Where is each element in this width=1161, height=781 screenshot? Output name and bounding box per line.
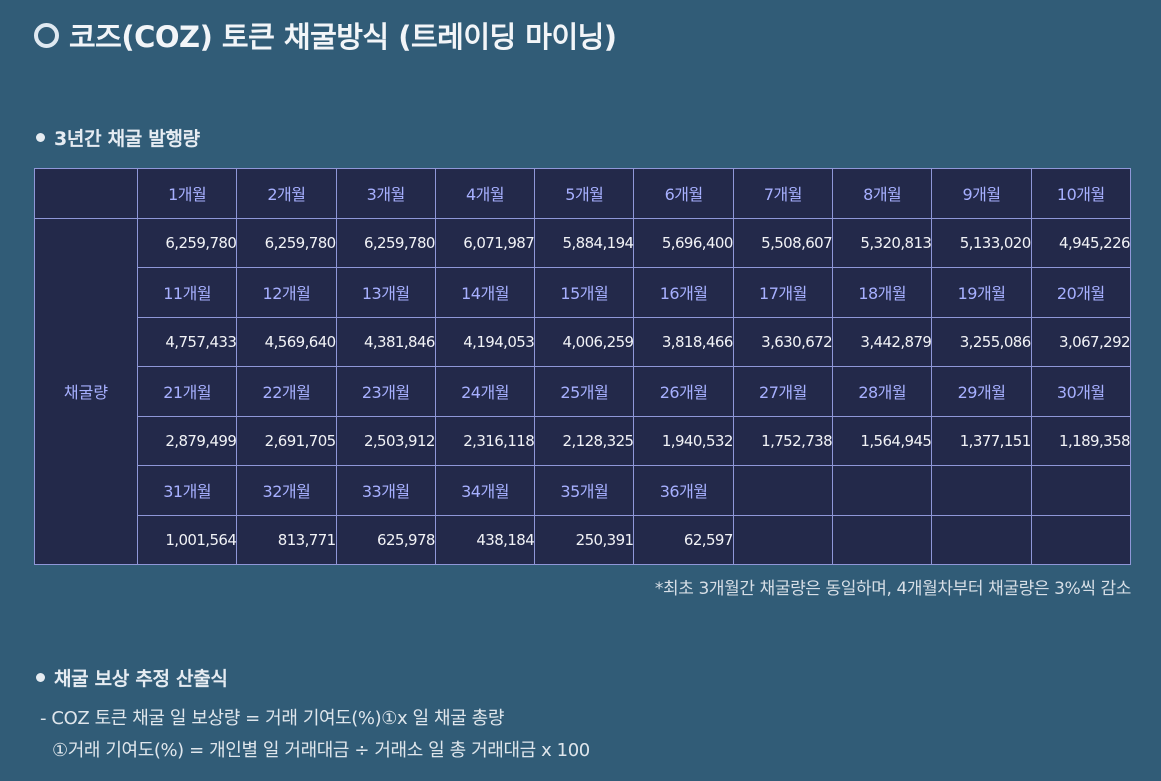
month-header-cell: 28개월 [832, 366, 933, 417]
mining-amount-cell: 6,259,780 [335, 217, 436, 268]
mining-amount-cell: 5,884,194 [534, 217, 635, 268]
mining-amount-cell: 4,757,433 [136, 316, 238, 367]
month-header-cell: 27개월 [732, 366, 834, 417]
row-label-mining-amount: 채굴량 [34, 217, 138, 565]
mining-amount-cell: 3,067,292 [1030, 316, 1132, 367]
reward-formula: - COZ 토큰 채굴 일 보상량 = 거래 기여도(%)①x 일 채굴 총량 [40, 708, 504, 729]
mining-amount-cell: 2,691,705 [236, 415, 337, 466]
mining-amount-cell: 3,442,879 [832, 316, 933, 367]
mining-amount-cell: 5,696,400 [633, 217, 734, 268]
mining-amount-cell: 5,508,607 [732, 217, 834, 268]
month-header-cell: 6개월 [633, 168, 734, 219]
month-header-cell: 25개월 [534, 366, 635, 417]
table-corner-cell [34, 168, 138, 219]
month-header-cell: 26개월 [633, 366, 734, 417]
month-header-cell: 4개월 [434, 168, 536, 219]
month-header-cell: 13개월 [335, 267, 436, 318]
month-header-cell [732, 465, 834, 516]
mining-amount-cell [832, 514, 933, 565]
month-header-cell: 33개월 [335, 465, 436, 516]
month-header-cell: 14개월 [434, 267, 536, 318]
mining-amount-cell: 2,316,118 [434, 415, 536, 466]
month-header-cell: 32개월 [236, 465, 337, 516]
mining-amount-cell: 4,381,846 [335, 316, 436, 367]
month-header-cell: 2개월 [236, 168, 337, 219]
page-title-text: 코즈(COZ) 토큰 채굴방식 (트레이딩 마이닝) [69, 20, 617, 54]
mining-amount-cell [732, 514, 834, 565]
month-header-cell: 21개월 [136, 366, 238, 417]
mining-amount-cell: 3,255,086 [931, 316, 1032, 367]
mining-amount-cell: 4,569,640 [236, 316, 337, 367]
month-header-cell: 19개월 [931, 267, 1032, 318]
mining-amount-cell: 4,194,053 [434, 316, 536, 367]
mining-amount-cell: 62,597 [633, 514, 734, 565]
month-header-cell [931, 465, 1032, 516]
month-header-cell: 1개월 [136, 168, 238, 219]
month-header-cell: 18개월 [832, 267, 933, 318]
month-header-cell: 5개월 [534, 168, 635, 219]
mining-amount-cell: 3,630,672 [732, 316, 834, 367]
month-header-cell: 29개월 [931, 366, 1032, 417]
month-header-cell: 34개월 [434, 465, 536, 516]
month-header-cell: 23개월 [335, 366, 436, 417]
mining-amount-cell: 6,259,780 [236, 217, 337, 268]
contribution-formula: ①거래 기여도(%) = 개인별 일 거래대금 ÷ 거래소 일 총 거래대금 x… [52, 740, 590, 761]
bullet-icon [36, 673, 45, 682]
month-header-cell: 35개월 [534, 465, 635, 516]
month-header-cell: 17개월 [732, 267, 834, 318]
section-heading-issuance-text: 3년간 채굴 발행량 [54, 128, 200, 150]
month-header-cell: 30개월 [1030, 366, 1132, 417]
bullet-icon [36, 133, 45, 142]
month-header-cell: 10개월 [1030, 168, 1132, 219]
mining-amount-cell: 1,189,358 [1030, 415, 1132, 466]
mining-amount-cell: 2,879,499 [136, 415, 238, 466]
mining-amount-cell: 1,752,738 [732, 415, 834, 466]
mining-amount-cell: 3,818,466 [633, 316, 734, 367]
month-header-cell [832, 465, 933, 516]
mining-amount-cell: 438,184 [434, 514, 536, 565]
month-header-cell: 20개월 [1030, 267, 1132, 318]
month-header-cell: 24개월 [434, 366, 536, 417]
month-header-cell: 8개월 [832, 168, 933, 219]
month-header-cell: 3개월 [335, 168, 436, 219]
mining-amount-cell: 1,940,532 [633, 415, 734, 466]
mining-amount-cell: 4,945,226 [1030, 217, 1132, 268]
table-footnote: *최초 3개월간 채굴량은 동일하며, 4개월차부터 채굴량은 3%씩 감소 [654, 579, 1132, 599]
circle-icon [34, 22, 59, 48]
section-heading-reward-text: 채굴 보상 추정 산출식 [54, 668, 228, 690]
section-heading-issuance: 3년간 채굴 발행량 [36, 124, 200, 151]
month-header-cell: 31개월 [136, 465, 238, 516]
month-header-cell: 11개월 [136, 267, 238, 318]
mining-amount-cell: 6,071,987 [434, 217, 536, 268]
month-header-cell: 22개월 [236, 366, 337, 417]
month-header-cell: 12개월 [236, 267, 337, 318]
mining-amount-cell: 1,564,945 [832, 415, 933, 466]
mining-amount-cell: 813,771 [236, 514, 337, 565]
page-title: 코즈(COZ) 토큰 채굴방식 (트레이딩 마이닝) [34, 14, 617, 56]
mining-amount-cell: 6,259,780 [136, 217, 238, 268]
mining-amount-cell: 5,133,020 [931, 217, 1032, 268]
mining-amount-cell [1030, 514, 1132, 565]
month-header-cell: 7개월 [732, 168, 834, 219]
mining-amount-cell: 2,128,325 [534, 415, 635, 466]
mining-schedule-table: 1개월 2개월 3개월 4개월 5개월 6개월 7개월 8개월 9개월 10개월 채굴량 6,259,… [34, 168, 1132, 565]
month-header-cell: 16개월 [633, 267, 734, 318]
section-heading-reward: 채굴 보상 추정 산출식 [36, 664, 228, 691]
mining-amount-cell: 1,377,151 [931, 415, 1032, 466]
mining-amount-cell: 625,978 [335, 514, 436, 565]
mining-amount-cell: 5,320,813 [832, 217, 933, 268]
month-header-cell [1030, 465, 1132, 516]
month-header-cell: 9개월 [931, 168, 1032, 219]
month-header-cell: 15개월 [534, 267, 635, 318]
mining-amount-cell: 2,503,912 [335, 415, 436, 466]
mining-amount-cell: 1,001,564 [136, 514, 238, 565]
mining-amount-cell: 4,006,259 [534, 316, 635, 367]
mining-amount-cell [931, 514, 1032, 565]
mining-amount-cell: 250,391 [534, 514, 635, 565]
month-header-cell: 36개월 [633, 465, 734, 516]
